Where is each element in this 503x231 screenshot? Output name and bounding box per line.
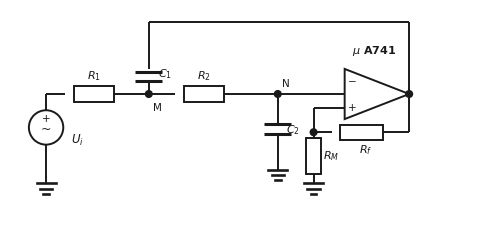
Text: $R_2$: $R_2$ (197, 70, 211, 83)
Text: +: + (42, 114, 50, 124)
Text: $\mu$ A741: $\mu$ A741 (352, 44, 396, 58)
Bar (184, 86, 224, 102)
Text: $+$: $+$ (347, 102, 356, 113)
Circle shape (310, 129, 317, 136)
Bar (340, 125, 383, 140)
Circle shape (406, 91, 412, 97)
Text: $R_1$: $R_1$ (87, 70, 101, 83)
Bar (74, 86, 114, 102)
Text: ~: ~ (41, 123, 51, 136)
Circle shape (145, 91, 152, 97)
Text: $-$: $-$ (347, 76, 356, 85)
Text: $U_i$: $U_i$ (71, 133, 84, 148)
Text: N: N (282, 79, 289, 89)
Circle shape (275, 91, 281, 97)
Text: M: M (152, 103, 161, 112)
Text: $R_M$: $R_M$ (323, 149, 340, 163)
Text: $R_f$: $R_f$ (360, 144, 373, 158)
Text: $C_1$: $C_1$ (158, 67, 173, 81)
Bar (306, 138, 321, 174)
Text: $C_2$: $C_2$ (286, 123, 300, 137)
